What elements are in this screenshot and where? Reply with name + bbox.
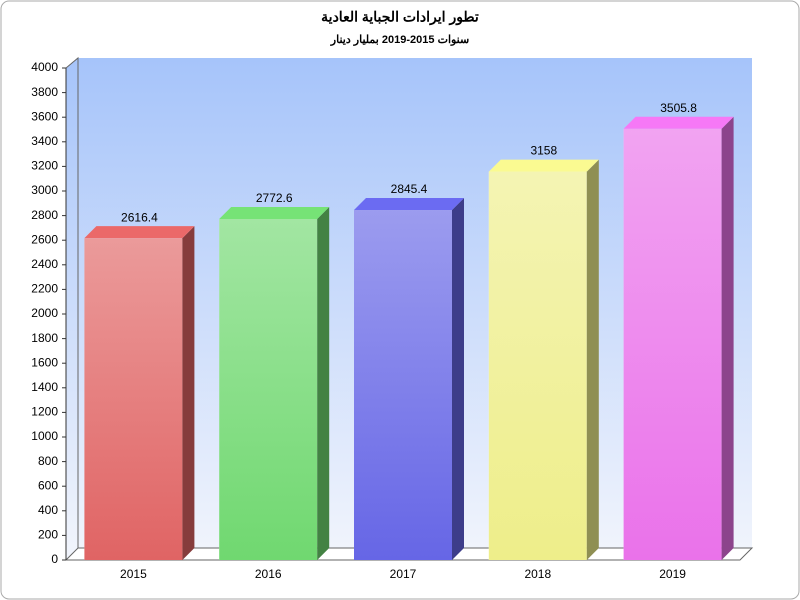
bar	[354, 210, 452, 560]
bar-side	[182, 226, 195, 560]
x-tick-label: 2015	[120, 567, 147, 581]
bar-side	[586, 159, 599, 561]
bar	[488, 171, 587, 561]
y-tick-label: 2200	[31, 282, 58, 296]
bar	[219, 218, 318, 560]
value-label: 3505.8	[660, 101, 697, 115]
x-tick-label: 2016	[255, 567, 282, 581]
bar-top	[84, 226, 195, 239]
x-tick-label: 2019	[659, 567, 686, 581]
y-tick-label: 600	[38, 478, 58, 492]
bar-side	[721, 116, 734, 561]
bar-top	[219, 206, 330, 219]
y-tick-label: 0	[51, 552, 58, 566]
y-tick-label: 400	[38, 503, 58, 517]
bar	[623, 128, 722, 560]
y-tick-label: 1800	[31, 331, 58, 345]
y-tick-label: 3000	[31, 183, 58, 197]
y-tick-label: 2400	[31, 257, 58, 271]
bar	[84, 238, 183, 560]
bar-top	[354, 198, 464, 211]
y-tick-label: 2000	[31, 306, 58, 320]
x-tick-label: 2018	[524, 567, 551, 581]
bar-side	[452, 198, 464, 560]
y-tick-label: 200	[38, 528, 58, 542]
y-tick-label: 3800	[31, 85, 58, 99]
y-tick-label: 3600	[31, 109, 58, 123]
y-tick-label: 2800	[31, 208, 58, 222]
y-tick-label: 3200	[31, 159, 58, 173]
chart-title: تطور ايرادات الجباية العادية	[321, 9, 479, 26]
value-label: 2616.4	[121, 210, 158, 224]
y-tick-label: 3400	[31, 134, 58, 148]
wall-edge	[65, 56, 79, 548]
value-label: 2772.6	[256, 191, 293, 205]
bar-top	[488, 159, 599, 172]
y-tick-label: 1400	[31, 380, 58, 394]
y-tick-label: 4000	[31, 60, 58, 74]
y-tick-label: 1600	[31, 355, 58, 369]
y-tick-label: 1000	[31, 429, 58, 443]
y-tick-label: 800	[38, 454, 58, 468]
value-label: 3158	[530, 144, 557, 158]
y-tick-label: 2600	[31, 232, 58, 246]
value-label: 2845.4	[391, 182, 428, 196]
x-tick-label: 2017	[390, 567, 417, 581]
bar-top	[623, 116, 734, 129]
bar-side	[317, 206, 330, 560]
chart-subtitle: سنوات 2015-2019 بمليار دينار	[330, 34, 469, 46]
y-tick-label: 1200	[31, 405, 58, 419]
